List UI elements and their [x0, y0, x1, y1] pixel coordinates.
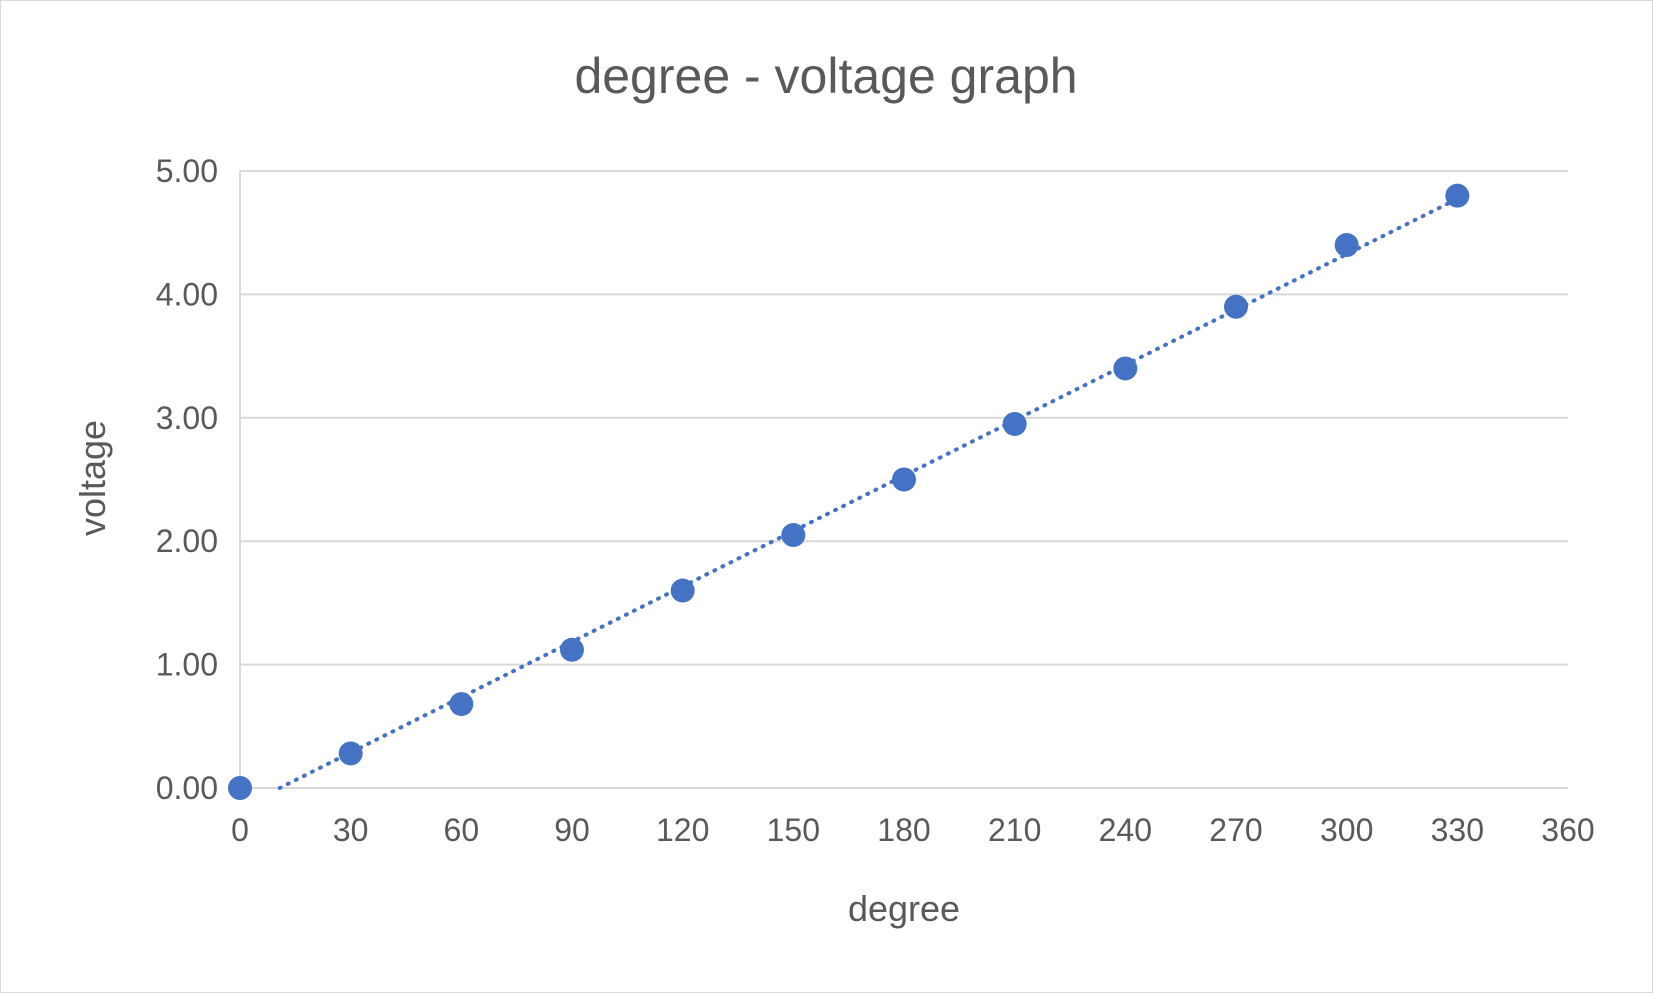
x-tick-label: 240: [1099, 812, 1152, 848]
data-point: [228, 776, 252, 800]
trendline-layer: [277, 196, 1460, 790]
x-tick-label: 0: [231, 812, 249, 848]
y-tick-label: 0.00: [156, 770, 218, 806]
data-point: [338, 741, 363, 766]
data-point: [1002, 411, 1027, 436]
data-point: [1445, 183, 1470, 208]
y-tick-label: 2.00: [156, 523, 218, 559]
data-point: [1224, 294, 1248, 319]
y-tick-label: 4.00: [156, 276, 218, 312]
x-tick-label: 30: [333, 812, 369, 848]
data-point: [1113, 356, 1138, 381]
data-point: [449, 692, 474, 717]
x-axis-title: degree: [848, 888, 960, 929]
y-tick-label: 5.00: [156, 153, 218, 189]
y-axis-title: voltage: [72, 420, 113, 536]
axes: [239, 171, 1568, 789]
x-tick-label: 90: [554, 812, 590, 848]
x-tick-label: 60: [444, 812, 480, 848]
x-tick-label: 180: [877, 812, 930, 848]
x-tick-label: 270: [1209, 812, 1262, 848]
y-tick-label: 3.00: [156, 400, 218, 436]
data-point: [781, 523, 806, 548]
data-points: [228, 183, 1470, 800]
x-tick-label: 120: [656, 812, 709, 848]
x-tick-label: 210: [988, 812, 1041, 848]
x-tick-label: 300: [1320, 812, 1373, 848]
data-point: [1334, 233, 1359, 258]
y-tick-label: 1.00: [156, 647, 218, 683]
gridlines: [240, 170, 1568, 666]
x-tick-label: 150: [767, 812, 820, 848]
trendline: [277, 196, 1460, 790]
data-point: [892, 467, 916, 492]
x-axis-ticks: 0 30 60 90 120 150 180 210 240 270 300 330 360: [231, 812, 1595, 848]
x-tick-label: 360: [1541, 812, 1594, 848]
chart-title: degree - voltage graph: [574, 48, 1077, 104]
data-point: [670, 578, 695, 603]
x-tick-label: 330: [1431, 812, 1484, 848]
y-axis-ticks: 0.00 1.00 2.00 3.00 4.00 5.00: [156, 153, 218, 806]
data-point: [560, 637, 584, 662]
